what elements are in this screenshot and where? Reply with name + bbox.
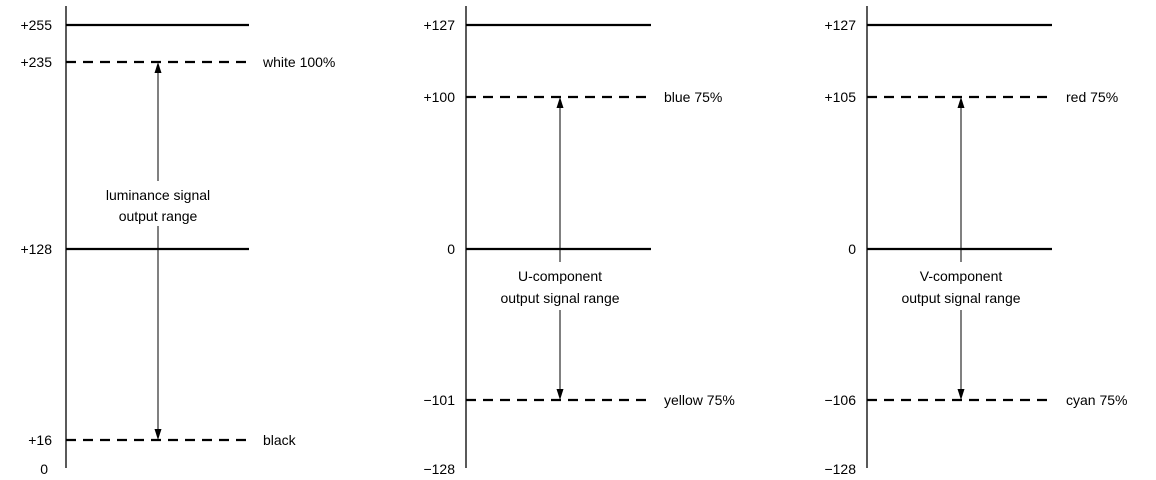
arrowhead-up (154, 62, 162, 73)
tick-label-100: +100 (423, 89, 455, 105)
tick-label-127: +127 (423, 17, 455, 33)
level-label-cyan: cyan 75% (1066, 392, 1127, 408)
u-component-panel: +127 +100 0 −101 −128 blue 75% yellow 75… (423, 6, 735, 477)
level-label-yellow: yellow 75% (664, 392, 735, 408)
range-label-line-1: U-component (518, 268, 602, 284)
v-component-panel: +127 +105 0 −106 −128 red 75% cyan 75% V… (824, 6, 1127, 477)
range-label-line-2: output signal range (901, 290, 1020, 306)
tick-label-minus-106: −106 (824, 392, 856, 408)
level-label-red: red 75% (1066, 89, 1118, 105)
luminance-panel: +255 +235 +128 +16 0 white 100% black lu… (20, 6, 335, 477)
tick-label-235: +235 (20, 54, 52, 70)
tick-label-255: +255 (20, 17, 52, 33)
arrowhead-down (957, 389, 965, 400)
tick-label-0: 0 (447, 241, 455, 257)
arrowhead-up (957, 97, 965, 108)
level-label-white: white 100% (262, 54, 335, 70)
tick-label-minus-128: −128 (824, 461, 856, 477)
range-label-line-1: V-component (920, 268, 1003, 284)
tick-label-16: +16 (28, 432, 52, 448)
range-label-line-2: output range (119, 208, 198, 224)
arrowhead-down (154, 429, 162, 440)
tick-label-0: 0 (40, 461, 48, 477)
tick-label-minus-101: −101 (423, 392, 455, 408)
range-label-line-1: luminance signal (106, 187, 210, 203)
range-label-line-2: output signal range (500, 290, 619, 306)
tick-label-minus-128: −128 (423, 461, 455, 477)
arrowhead-up (556, 97, 564, 108)
tick-label-0: 0 (848, 241, 856, 257)
level-label-black: black (263, 432, 297, 448)
level-label-blue: blue 75% (664, 89, 722, 105)
tick-label-127: +127 (824, 17, 856, 33)
tick-label-105: +105 (824, 89, 856, 105)
tick-label-128: +128 (20, 241, 52, 257)
arrowhead-down (556, 389, 564, 400)
